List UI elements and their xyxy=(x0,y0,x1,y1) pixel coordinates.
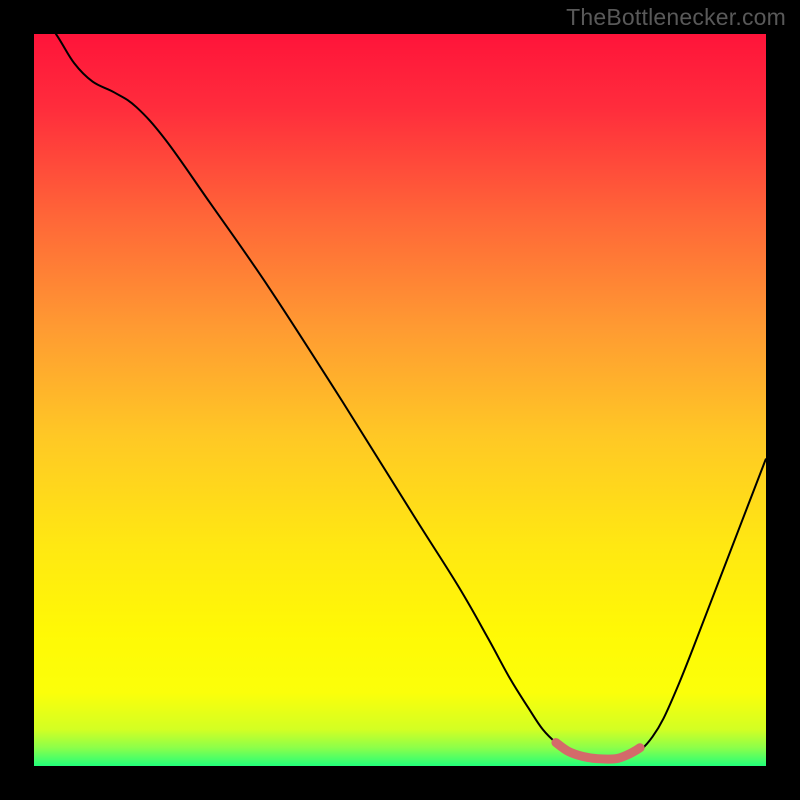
chart-background xyxy=(34,34,766,766)
watermark-text: TheBottlenecker.com xyxy=(566,4,786,31)
chart-svg xyxy=(34,34,766,766)
chart-container xyxy=(34,34,766,766)
